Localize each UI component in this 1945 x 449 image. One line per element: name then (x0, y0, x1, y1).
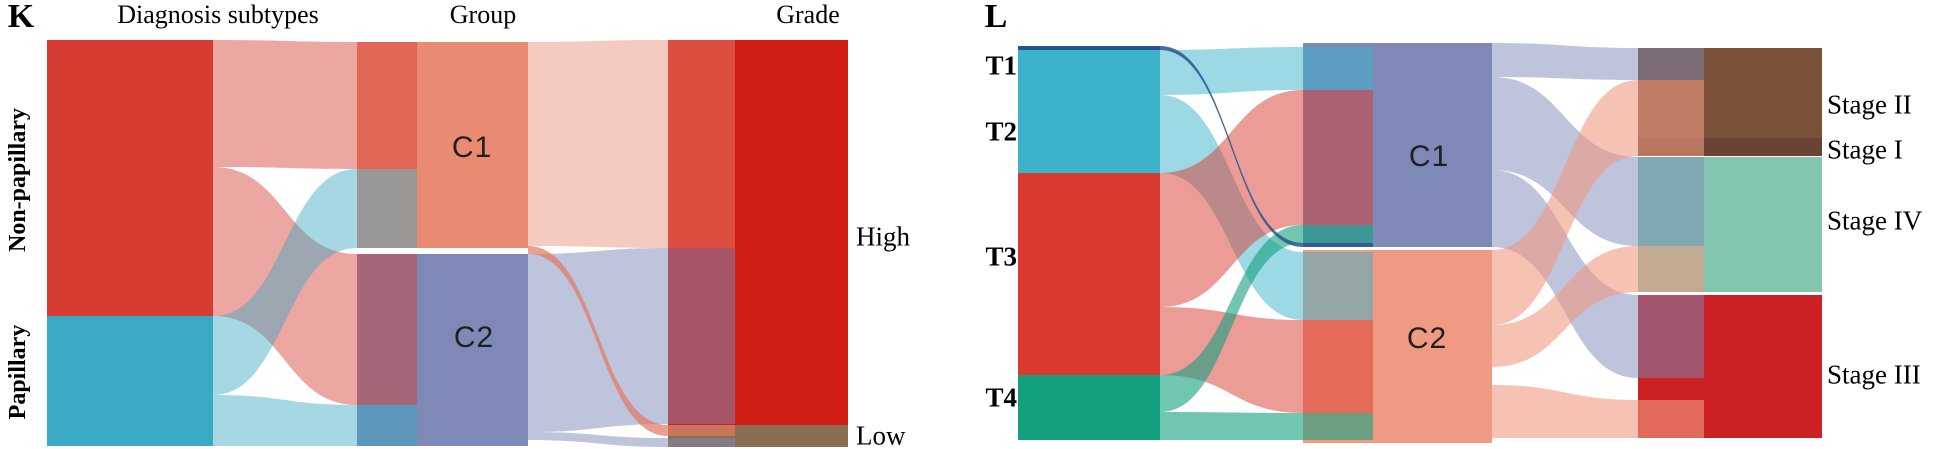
column-header-diagnosis-subtypes: Diagnosis subtypes (117, 0, 319, 29)
t-stage-label-t3: T3 (985, 241, 1017, 272)
stratum-l-t1 (1018, 46, 1160, 50)
stratum-l-t4 (1018, 375, 1160, 440)
stratum-l-t2 (1018, 50, 1160, 173)
panel-letter-l: L (984, 0, 1008, 35)
t-stage-label-t2: T2 (985, 116, 1017, 147)
cluster-label-c2: C2 (1406, 322, 1448, 355)
flow-papillary-to-c2 (213, 395, 417, 446)
grade-label-low: Low (856, 420, 906, 449)
stratum-k-papillary (47, 316, 213, 446)
column-header-group: Group (449, 0, 517, 29)
flow-t4-to-c2 (1160, 412, 1373, 440)
stage-label-stage-i: Stage I (1827, 134, 1903, 165)
t-stage-label-t4: T4 (985, 382, 1017, 413)
grade-label-high: High (856, 221, 910, 252)
flow-papillary-to-c1 (213, 169, 417, 395)
flow-t2-to-c1 (1160, 47, 1373, 95)
flow-c1-to-high (528, 40, 735, 248)
flow-c2-to-stage-iii (1492, 385, 1704, 438)
stratum-k-c1 (357, 42, 528, 248)
flow-t3-to-c1 (1160, 90, 1373, 307)
flow-c2-to-low (528, 432, 735, 447)
flow-c2-to-stage-ii (1492, 80, 1704, 308)
stratum-l-t3 (1018, 173, 1160, 375)
t-stage-label-t1: T1 (985, 50, 1017, 81)
flow-t4-to-c1 (1160, 225, 1373, 412)
flow-c1-to-low (528, 246, 735, 436)
flow-c2-to-stage-i (1492, 138, 1704, 325)
flow-c2-to-stage-iv (1492, 246, 1704, 367)
flow-c1-to-stage-ii (1492, 43, 1704, 80)
axis-label-non-papillary: Non-papillary (5, 107, 31, 253)
axis-label-papillary: Papillary (5, 324, 31, 420)
stratum-k-non-papillary (47, 40, 213, 316)
panel-letter-k: K (7, 0, 35, 35)
stage-label-stage-iv: Stage IV (1827, 205, 1923, 236)
column-header-grade: Grade (776, 0, 840, 29)
flow-non-papillary-to-c2 (213, 167, 417, 405)
cluster-label-c1: C1 (451, 131, 493, 164)
cluster-label-c1: C1 (1408, 140, 1450, 173)
cluster-label-c2: C2 (453, 321, 495, 354)
flow-t3-to-c2 (1160, 307, 1373, 413)
stage-label-stage-ii: Stage II (1827, 89, 1912, 120)
flow-non-papillary-to-c1 (213, 40, 417, 169)
stratum-k-c2 (357, 254, 528, 446)
stage-label-stage-iii: Stage III (1827, 359, 1921, 390)
